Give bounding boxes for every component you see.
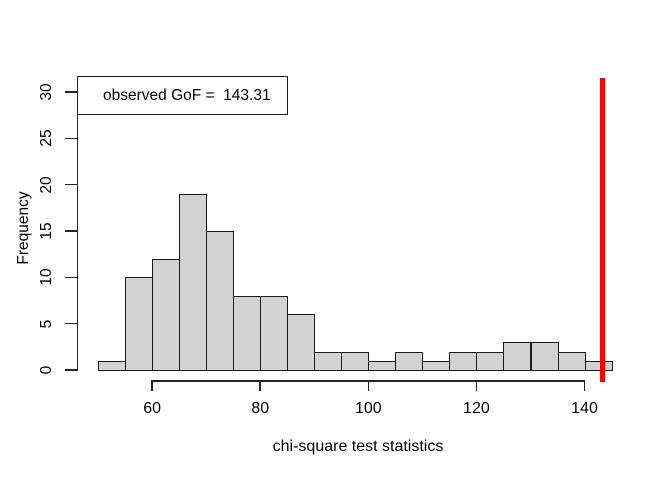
x-tick <box>151 380 153 391</box>
histogram-bar <box>314 351 343 371</box>
y-tick-label: 0 <box>38 365 55 375</box>
histogram-bar <box>260 295 289 371</box>
y-tick-label: 5 <box>38 319 55 328</box>
y-tick-label: 10 <box>38 268 55 286</box>
x-tick <box>259 380 261 391</box>
y-tick <box>65 369 77 371</box>
y-tick <box>65 230 77 232</box>
histogram-bar <box>152 258 181 371</box>
y-tick-label: 30 <box>38 83 55 101</box>
y-tick-label: 25 <box>38 129 55 147</box>
histogram-bar <box>503 342 532 371</box>
histogram-bar <box>368 360 397 371</box>
histogram-bar <box>233 295 262 371</box>
x-tick <box>583 380 586 391</box>
x-tick-label: 60 <box>143 400 161 417</box>
observed-gof-line <box>599 78 605 382</box>
histogram-bar <box>206 231 235 371</box>
histogram-bar <box>584 360 613 371</box>
histogram-bar <box>557 351 586 371</box>
y-tick-label: 20 <box>38 175 55 194</box>
histogram-bar <box>476 351 505 371</box>
y-tick <box>65 91 77 93</box>
histogram-bar <box>422 360 451 371</box>
legend-label: observed GoF = 143.31 <box>103 86 271 104</box>
x-tick-label: 100 <box>354 400 382 417</box>
y-tick-label: 15 <box>38 222 55 240</box>
histogram-bar <box>287 314 316 371</box>
x-tick-label: 120 <box>463 400 490 417</box>
y-tick <box>65 183 77 186</box>
x-tick-label: 80 <box>251 400 270 417</box>
x-tick-label: 140 <box>571 400 598 417</box>
histogram-bar <box>98 360 126 371</box>
y-tick <box>65 322 77 325</box>
y-axis-title: Frequency <box>15 191 32 265</box>
histogram-bar <box>341 351 370 371</box>
histogram-bar <box>179 193 208 371</box>
histogram-bar <box>449 351 478 371</box>
x-tick <box>475 380 478 391</box>
histogram-bar <box>125 277 153 371</box>
y-tick <box>65 276 77 279</box>
histogram-bar <box>395 351 424 371</box>
y-tick <box>65 137 77 139</box>
x-tick <box>367 380 370 391</box>
legend-box: observed GoF = 143.31 <box>77 76 288 115</box>
x-axis-title: chi-square test statistics <box>272 438 444 455</box>
y-axis-line <box>76 91 78 371</box>
histogram-bar <box>530 342 559 371</box>
